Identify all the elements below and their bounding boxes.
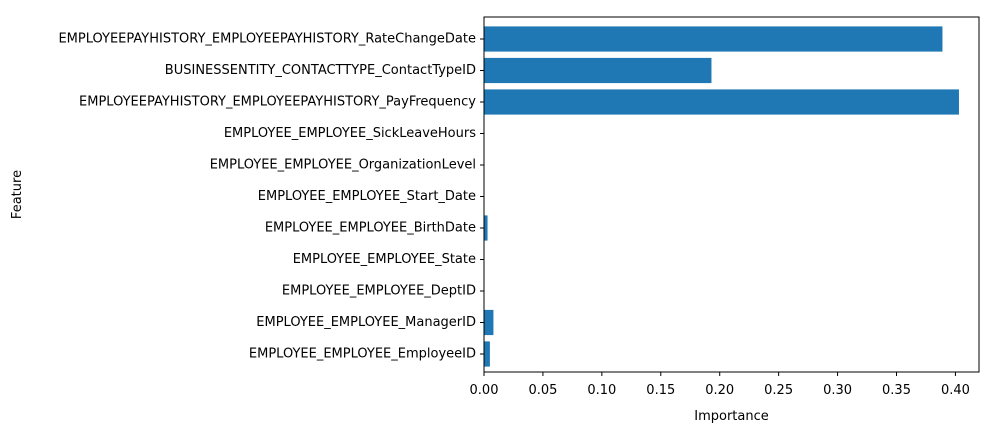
y-axis-title: Feature <box>10 170 25 219</box>
y-tick-label: BUSINESSENTITY_CONTACTTYPE_ContactTypeID <box>165 63 476 78</box>
x-axis-title: Importance <box>694 409 769 424</box>
bar <box>484 341 490 367</box>
y-ticks: EMPLOYEEPAYHISTORY_EMPLOYEEPAYHISTORY_Ra… <box>58 32 484 362</box>
x-tick-label: 0.30 <box>823 383 852 398</box>
x-tick-label: 0.40 <box>941 383 970 398</box>
y-tick-label: EMPLOYEE_EMPLOYEE_EmployeeID <box>249 347 476 362</box>
x-tick-label: 0.00 <box>470 383 499 398</box>
bar <box>484 309 494 336</box>
bar <box>484 89 959 115</box>
y-tick-label: EMPLOYEE_EMPLOYEE_BirthDate <box>265 221 476 236</box>
y-tick-label: EMPLOYEE_EMPLOYEE_Start_Date <box>258 189 476 204</box>
y-tick-label: EMPLOYEE_EMPLOYEE_SickLeaveHours <box>224 126 476 141</box>
bars-group <box>484 26 959 367</box>
y-tick-label: EMPLOYEEPAYHISTORY_EMPLOYEEPAYHISTORY_Pa… <box>79 95 476 110</box>
y-tick-label: EMPLOYEE_EMPLOYEE_State <box>293 252 476 267</box>
y-tick-label: EMPLOYEE_EMPLOYEE_ManagerID <box>256 315 476 330</box>
x-tick-label: 0.05 <box>528 383 557 398</box>
y-tick-label: EMPLOYEEPAYHISTORY_EMPLOYEEPAYHISTORY_Ra… <box>58 32 476 47</box>
plot-frame <box>483 16 980 373</box>
y-tick-label: EMPLOYEE_EMPLOYEE_OrganizationLevel <box>210 158 476 173</box>
y-tick-label: EMPLOYEE_EMPLOYEE_DeptID <box>282 284 476 299</box>
x-tick-label: 0.35 <box>882 383 911 398</box>
x-tick-label: 0.25 <box>764 383 793 398</box>
bar <box>484 57 712 84</box>
x-tick-label: 0.15 <box>646 383 675 398</box>
bar <box>484 215 488 241</box>
x-ticks: 0.00 0.05 0.10 0.15 0.20 0.25 0.30 0.35 0.40 <box>470 372 970 398</box>
bar <box>484 26 943 52</box>
x-tick-label: 0.10 <box>587 383 616 398</box>
x-tick-label: 0.20 <box>705 383 734 398</box>
